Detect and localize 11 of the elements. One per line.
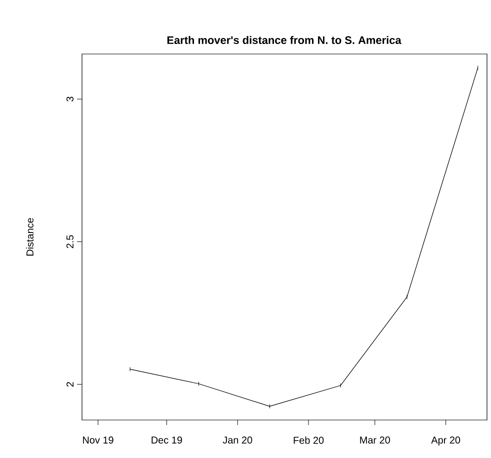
y-tick-label: 2.5 bbox=[66, 235, 74, 248]
x-tick-label: Apr 20 bbox=[431, 436, 460, 446]
x-tick-label: Nov 19 bbox=[83, 436, 114, 444]
y-tick-label: 2 bbox=[66, 382, 74, 387]
x-tick-label: Jan 20 bbox=[222, 436, 252, 444]
x-tick-label: Dec 19 bbox=[152, 436, 182, 444]
y-axis-title: Distance bbox=[26, 218, 34, 256]
y-tick-label: 3 bbox=[66, 96, 74, 102]
x-tick-label: Mar 20 bbox=[360, 436, 390, 444]
chart-title: Earth mover's distance from N. to S. America bbox=[167, 36, 402, 44]
x-tick-label: Feb 20 bbox=[294, 436, 324, 444]
